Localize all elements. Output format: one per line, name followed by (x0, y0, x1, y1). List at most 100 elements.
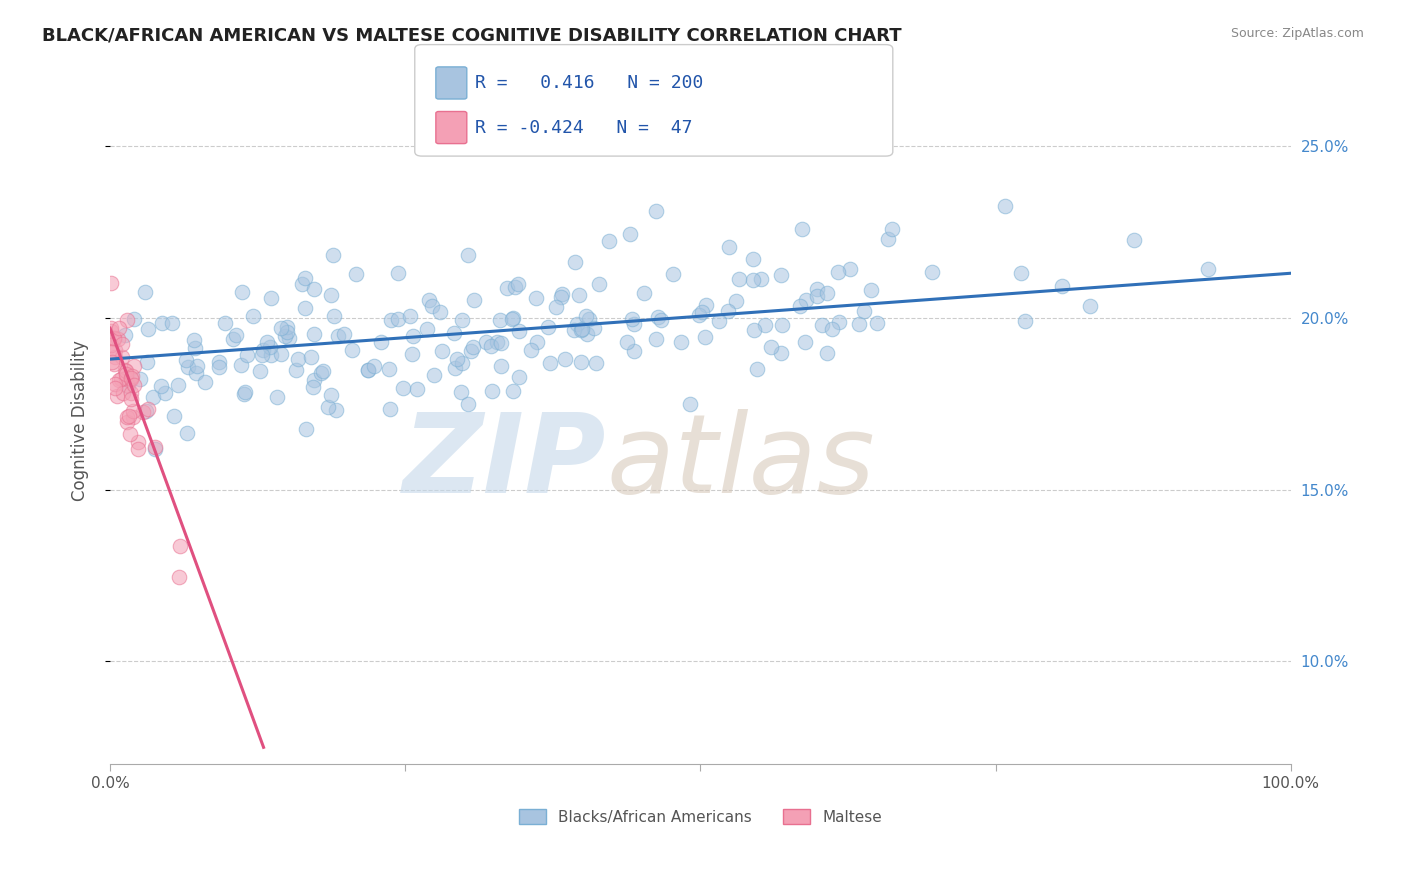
Point (214, 316, 236, 330)
Point (450, 313, 472, 327)
Point (117, 378, 139, 392)
Point (319, 387, 342, 401)
Point (430, 344, 453, 359)
Point (538, 356, 561, 370)
Point (378, 362, 401, 376)
Point (588, 277, 610, 292)
Point (363, 359, 385, 374)
Point (186, 359, 208, 373)
Point (252, 343, 274, 357)
Point (124, 359, 146, 373)
Point (108, 373, 131, 387)
Point (669, 334, 692, 349)
Point (598, 235, 620, 249)
Point (747, 362, 769, 376)
Point (225, 328, 247, 343)
Point (135, 404, 157, 418)
Point (103, 332, 125, 346)
Point (508, 277, 530, 292)
Point (186, 366, 208, 380)
Point (554, 351, 576, 366)
Point (357, 362, 380, 376)
Point (276, 320, 298, 334)
Point (145, 442, 167, 457)
Point (120, 385, 142, 400)
Point (633, 286, 655, 301)
Point (585, 356, 607, 370)
Text: ZIP: ZIP (402, 409, 606, 516)
Point (128, 372, 150, 386)
Point (115, 364, 138, 378)
Point (716, 303, 738, 318)
Point (479, 339, 502, 353)
Point (242, 310, 264, 324)
Point (546, 300, 568, 314)
Point (860, 284, 883, 298)
Point (526, 335, 548, 350)
Point (392, 381, 415, 395)
Point (115, 371, 138, 385)
Point (155, 386, 177, 401)
Point (103, 330, 125, 344)
Point (770, 346, 793, 360)
Text: R = -0.424   N =  47: R = -0.424 N = 47 (475, 119, 693, 136)
Point (695, 298, 717, 312)
Point (231, 358, 253, 372)
Point (114, 367, 136, 381)
Point (815, 286, 838, 301)
Point (135, 355, 157, 369)
Point (108, 321, 131, 335)
Point (576, 327, 599, 342)
Point (769, 268, 792, 283)
Point (1197, 261, 1219, 276)
Point (235, 347, 257, 361)
Point (249, 364, 271, 378)
Point (120, 372, 142, 386)
Point (117, 415, 139, 429)
Point (742, 323, 765, 337)
Point (463, 340, 485, 354)
Point (115, 378, 138, 392)
Point (794, 334, 817, 349)
Point (111, 350, 134, 364)
Point (233, 387, 256, 401)
Point (717, 240, 740, 254)
Point (117, 409, 139, 424)
Point (1010, 267, 1032, 281)
Point (121, 369, 143, 384)
Point (294, 422, 316, 436)
Point (114, 328, 136, 343)
Point (302, 373, 325, 387)
Point (582, 321, 605, 335)
Point (274, 329, 297, 343)
Point (679, 397, 702, 411)
Legend: Blacks/African Americans, Maltese: Blacks/African Americans, Maltese (510, 801, 890, 832)
Point (882, 222, 904, 236)
Point (134, 285, 156, 299)
Point (815, 346, 838, 360)
Point (792, 222, 814, 236)
Point (111, 385, 134, 400)
Point (866, 316, 889, 330)
Point (838, 261, 860, 276)
Point (169, 570, 191, 584)
Point (623, 343, 645, 358)
Point (406, 382, 429, 396)
Point (569, 323, 592, 337)
Point (457, 247, 479, 261)
Point (520, 343, 543, 357)
Point (502, 312, 524, 326)
Point (176, 425, 198, 440)
Point (616, 335, 638, 350)
Point (120, 392, 142, 406)
Point (342, 343, 364, 358)
Point (299, 350, 322, 364)
Point (256, 334, 278, 349)
Point (1078, 299, 1101, 313)
Point (110, 337, 132, 351)
Point (110, 372, 132, 386)
Point (489, 335, 512, 350)
Point (344, 267, 367, 281)
Point (1050, 278, 1073, 293)
Point (402, 328, 425, 343)
